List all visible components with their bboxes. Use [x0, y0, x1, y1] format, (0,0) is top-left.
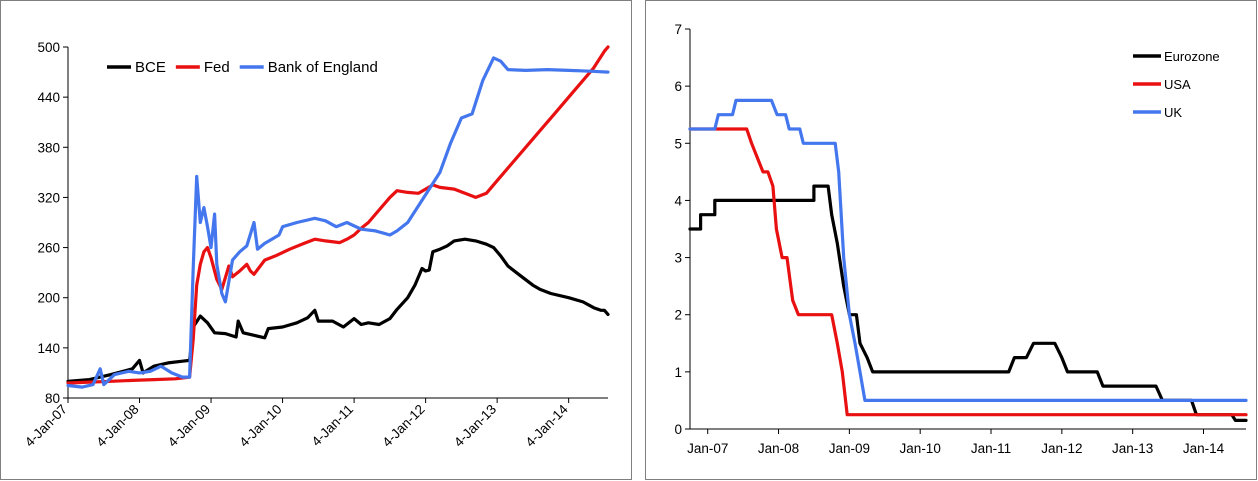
legend-label-eurozone: Eurozone: [1164, 49, 1220, 64]
series-line-usa: [688, 127, 1248, 417]
y-tick-label: 3: [674, 251, 682, 266]
y-tick-label: 80: [45, 391, 60, 406]
x-tick-label: Jan-11: [971, 441, 1011, 456]
y-tick-label: 440: [37, 90, 60, 105]
x-tick-label: 4-Jan-12: [379, 402, 427, 450]
legend-label-bce: BCE: [135, 59, 166, 76]
y-tick-label: 380: [37, 140, 60, 155]
y-tick-label: 2: [674, 308, 682, 323]
x-tick-label: 4-Jan-11: [309, 402, 357, 450]
legend-label-bank-of-england: Bank of England: [268, 59, 378, 76]
x-tick-label: Jan-10: [900, 441, 941, 456]
y-tick-label: 7: [674, 22, 682, 37]
y-tick-label: 200: [37, 291, 60, 306]
y-tick-label: 140: [37, 341, 60, 356]
y-tick-label: 260: [37, 241, 60, 256]
legend-label-usa: USA: [1164, 77, 1191, 92]
series-line-fed: [66, 45, 610, 385]
x-tick-label: Jan-13: [1112, 441, 1153, 456]
y-tick-label: 6: [674, 79, 682, 94]
central-bank-balance-sheet-chart: 80 140 200 260 320 380 440 500 4-Jan-07 4-Jan-08 4…: [22, 40, 610, 450]
x-tick-label: 4-Jan-14: [522, 401, 571, 450]
x-tick-label: Jan-12: [1041, 441, 1082, 456]
y-tick-label: 5: [674, 136, 682, 151]
x-tick-label: Jan-09: [829, 441, 870, 456]
legend-label-fed: Fed: [204, 59, 230, 76]
series-line-uk: [688, 98, 1248, 402]
x-tick-label: 4-Jan-09: [165, 402, 213, 450]
x-tick-label: Jan-14: [1183, 441, 1225, 456]
x-tick-label: 4-Jan-08: [93, 402, 141, 450]
x-tick-label: 4-Jan-13: [451, 402, 499, 450]
x-tick-label: 4-Jan-10: [236, 402, 284, 450]
right-chart-panel: 0 1 2 3 4 5 6 7 Jan-07 Jan-08 Jan-09 Jan-10 Jan-11 Ja…: [645, 0, 1257, 480]
y-tick-label: 4: [674, 193, 682, 208]
x-tick-label: Jan-08: [758, 441, 799, 456]
legend-label-uk: UK: [1164, 105, 1182, 120]
x-tick-label: 4-Jan-07: [22, 402, 70, 450]
y-tick-label: 500: [37, 40, 60, 55]
series-line-bank-of-england: [66, 56, 610, 389]
series-line-bce: [66, 237, 610, 383]
y-tick-label: 1: [674, 365, 682, 380]
x-tick-label: Jan-07: [687, 441, 728, 456]
policy-rate-chart: 0 1 2 3 4 5 6 7 Jan-07 Jan-08 Jan-09 Jan-10 Jan-11 Ja…: [674, 22, 1248, 456]
y-tick-label: 320: [37, 190, 60, 205]
series-line-eurozone: [688, 184, 1248, 422]
y-tick-label: 0: [674, 422, 682, 437]
left-chart-panel: 80 140 200 260 320 380 440 500 4-Jan-07 4-Jan-08 4…: [0, 0, 632, 480]
